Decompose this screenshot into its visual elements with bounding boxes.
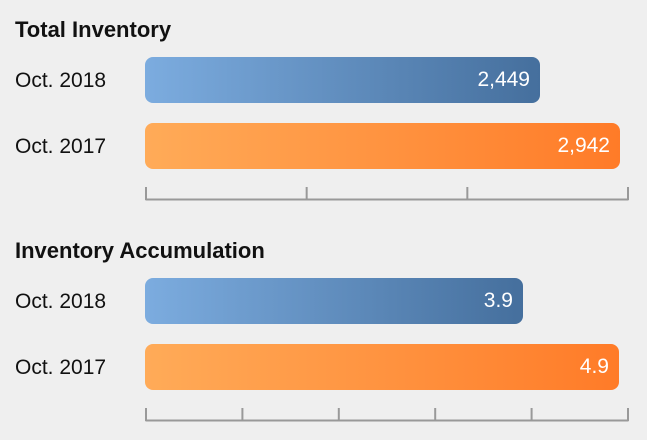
bar-oct-2018: 3.9 [145, 278, 523, 324]
bar-oct-2017: 2,942 [145, 123, 620, 169]
category-label: Oct. 2018 [15, 69, 107, 92]
bar-oct-2018: 2,449 [145, 57, 540, 103]
category-label: Oct. 2018 [15, 290, 107, 313]
category-label: Oct. 2017 [15, 135, 107, 158]
data-label: 4.9 [579, 355, 609, 378]
data-label: 3.9 [483, 289, 513, 312]
chart-title: Inventory Accumulation [15, 238, 265, 263]
category-label: Oct. 2017 [15, 356, 107, 379]
bar-oct-2017: 4.9 [145, 344, 619, 390]
data-label: 2,449 [477, 68, 530, 91]
x-axis [145, 187, 629, 201]
data-label: 2,942 [557, 134, 610, 157]
chart-title: Total Inventory [15, 17, 172, 42]
x-axis [145, 408, 629, 422]
